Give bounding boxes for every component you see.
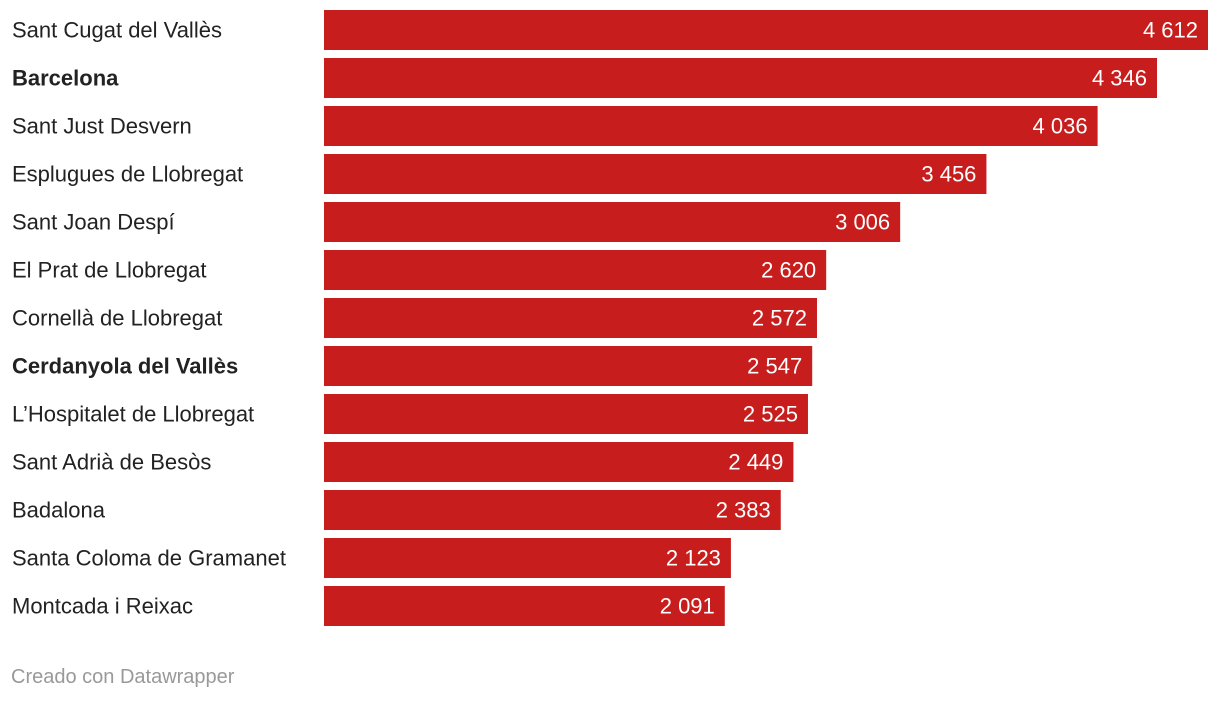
category-label: Badalona (12, 498, 106, 523)
bar[interactable] (324, 10, 1208, 50)
chart-svg: Sant Cugat del Vallès 4 612 Barcelona 4 346… (12, 10, 1208, 626)
value-label: 2 572 (752, 306, 807, 331)
category-label: Sant Cugat del Vallès (12, 18, 222, 43)
value-label: 2 449 (728, 450, 783, 475)
bar[interactable] (324, 538, 731, 578)
value-label: 2 620 (761, 258, 816, 283)
bar[interactable] (324, 490, 781, 530)
datawrapper-credit[interactable]: Creado con Datawrapper (11, 666, 235, 688)
value-label: 2 123 (666, 546, 721, 571)
value-label: 2 547 (747, 354, 802, 379)
value-label: 4 346 (1092, 66, 1147, 91)
category-label: L’Hospitalet de Llobregat (12, 402, 254, 427)
bar[interactable] (324, 154, 987, 194)
bar[interactable] (324, 394, 808, 434)
value-label: 4 036 (1033, 114, 1088, 139)
value-label: 4 612 (1143, 18, 1198, 43)
value-label: 3 006 (835, 210, 890, 235)
bar[interactable] (324, 298, 817, 338)
category-label: Cerdanyola del Vallès (12, 354, 238, 379)
bar[interactable] (324, 250, 827, 290)
category-label: Sant Just Desvern (12, 114, 192, 139)
category-label: El Prat de Llobregat (12, 258, 206, 283)
category-label: Sant Adrià de Besòs (12, 450, 211, 475)
value-label: 2 525 (743, 402, 798, 427)
category-label: Esplugues de Llobregat (12, 162, 243, 187)
category-label: Sant Joan Despí (12, 210, 175, 235)
bar[interactable] (324, 442, 794, 482)
value-label: 3 456 (921, 162, 976, 187)
bar[interactable] (324, 346, 813, 386)
value-label: 2 383 (716, 498, 771, 523)
bar[interactable] (324, 58, 1158, 98)
category-label: Santa Coloma de Gramanet (12, 546, 286, 571)
value-label: 2 091 (660, 594, 715, 619)
bar[interactable] (324, 202, 901, 242)
bar[interactable] (324, 586, 725, 626)
bar[interactable] (324, 106, 1098, 146)
category-label: Barcelona (12, 66, 119, 91)
category-label: Cornellà de Llobregat (12, 306, 222, 331)
category-label: Montcada i Reixac (12, 594, 193, 619)
